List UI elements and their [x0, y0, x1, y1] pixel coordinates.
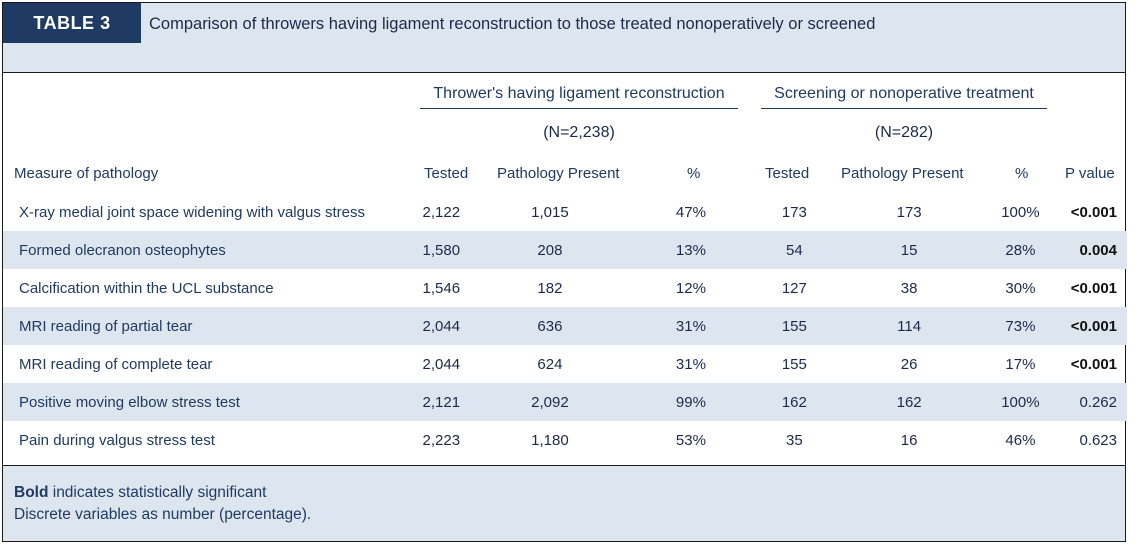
cell-present1: 1,015	[531, 203, 569, 221]
col-header-pct-2: %	[1015, 165, 1029, 182]
group-heading-nonoperative: Screening or nonoperative treatment	[761, 85, 1047, 109]
cell-present1: 636	[471, 307, 629, 345]
table-title: Comparison of throwers having ligament r…	[149, 15, 876, 33]
cell-pct2: 30%	[1005, 279, 1036, 297]
footnote-line-2: Discrete variables as number (percentage…	[14, 506, 312, 523]
col-header-present-2: Pathology Present	[841, 165, 964, 182]
table-row: Positive moving elbow stress test 2,121 2,…	[3, 383, 1127, 421]
cell-present2: 16	[900, 431, 918, 449]
cell-present1: 1,180	[531, 431, 569, 449]
cell-pct1: 31%	[675, 355, 706, 373]
cell-pct2: 28%	[983, 231, 1058, 269]
cell-tested2: 35	[786, 431, 803, 449]
table-header: TABLE 3 Comparison of throwers having li…	[3, 3, 1125, 73]
cell-tested1: 2,122	[422, 203, 461, 221]
table-row: X-ray medial joint space widening with v…	[3, 193, 1127, 231]
cell-tested2: 162	[753, 383, 836, 421]
cell-measure: X-ray medial joint space widening with v…	[19, 203, 365, 221]
footnote-line-1-rest: indicates statistically significant	[48, 484, 267, 501]
cell-measure: Calcification within the UCL substance	[19, 279, 274, 297]
cell-measure: Pain during valgus stress test	[19, 431, 215, 449]
cell-pct1: 53%	[675, 431, 706, 449]
cell-measure: Positive moving elbow stress test	[3, 383, 411, 421]
cell-present2: 173	[896, 203, 922, 221]
group-heading-reconstruction: Thrower's having ligament reconstruction	[420, 85, 738, 109]
cell-measure: MRI reading of partial tear	[3, 307, 411, 345]
table-row: Formed olecranon osteophytes 1,580 208 13% 5…	[3, 231, 1127, 269]
cell-tested1: 2,044	[410, 307, 472, 345]
cell-pct2: 46%	[1005, 431, 1036, 449]
col-header-tested-2: Tested	[765, 165, 810, 182]
col-header-pct-1: %	[687, 165, 701, 182]
cell-present2: 162	[835, 383, 984, 421]
cell-pct1: 31%	[628, 307, 754, 345]
cell-p: <0.001	[1070, 203, 1117, 221]
cell-pct2: 100%	[983, 383, 1058, 421]
cell-tested1: 2,044	[422, 355, 461, 373]
footnote-line-1: Bold indicates statistically significant	[14, 482, 1125, 504]
cell-present2: 38	[900, 279, 918, 297]
cell-p: 0.004	[1057, 231, 1127, 269]
cell-p: <0.001	[1070, 355, 1117, 373]
cell-present2: 15	[835, 231, 984, 269]
cell-pct1: 47%	[675, 203, 706, 221]
col-header-present-1: Pathology Present	[497, 165, 620, 182]
cell-present1: 208	[471, 231, 629, 269]
cell-tested2: 155	[781, 355, 807, 373]
cell-measure: MRI reading of complete tear	[19, 355, 213, 373]
cell-tested2: 127	[781, 279, 807, 297]
cell-pct1: 99%	[628, 383, 754, 421]
cell-pct2: 100%	[1001, 203, 1040, 221]
data-table: X-ray medial joint space widening with v…	[3, 193, 1127, 459]
cell-present1: 2,092	[471, 383, 629, 421]
cell-pct2: 17%	[1005, 355, 1036, 373]
table-footnote: Bold indicates statistically significant…	[3, 465, 1125, 541]
cell-tested1: 2,121	[410, 383, 472, 421]
col-header-pvalue: P value	[1065, 165, 1115, 182]
cell-present1: 624	[537, 355, 563, 373]
cell-present1: 182	[537, 279, 563, 297]
cell-pct1: 12%	[675, 279, 706, 297]
cell-present2: 26	[900, 355, 918, 373]
table-number-tag: TABLE 3	[3, 3, 141, 43]
table-row: Pain during valgus stress test 2,223 1,180…	[3, 421, 1127, 459]
cell-tested2: 155	[753, 307, 836, 345]
cell-p: 0.623	[1079, 431, 1117, 449]
footnote-bold-word: Bold	[14, 484, 49, 501]
cell-pct2: 73%	[983, 307, 1058, 345]
table-frame: TABLE 3 Comparison of throwers having li…	[2, 2, 1127, 542]
cell-tested1: 2,223	[422, 431, 461, 449]
col-header-tested-1: Tested	[424, 165, 469, 182]
cell-tested1: 1,546	[422, 279, 461, 297]
table-row: MRI reading of complete tear 2,044 624 31% 1…	[3, 345, 1127, 383]
cell-present2: 114	[835, 307, 984, 345]
cell-p: 0.262	[1057, 383, 1127, 421]
cell-p: <0.001	[1057, 307, 1127, 345]
group-n-reconstruction: (N=2,238)	[543, 124, 615, 141]
cell-tested2: 173	[781, 203, 807, 221]
cell-tested1: 1,580	[410, 231, 472, 269]
group-n-nonoperative: (N=282)	[874, 124, 934, 141]
table-row: MRI reading of partial tear 2,044 636 31% 15…	[3, 307, 1127, 345]
cell-p: <0.001	[1070, 279, 1117, 297]
cell-pct1: 13%	[628, 231, 754, 269]
cell-measure: Formed olecranon osteophytes	[3, 231, 411, 269]
col-header-measure: Measure of pathology	[14, 165, 159, 182]
cell-tested2: 54	[753, 231, 836, 269]
table-row: Calcification within the UCL substance 1,…	[3, 269, 1127, 307]
